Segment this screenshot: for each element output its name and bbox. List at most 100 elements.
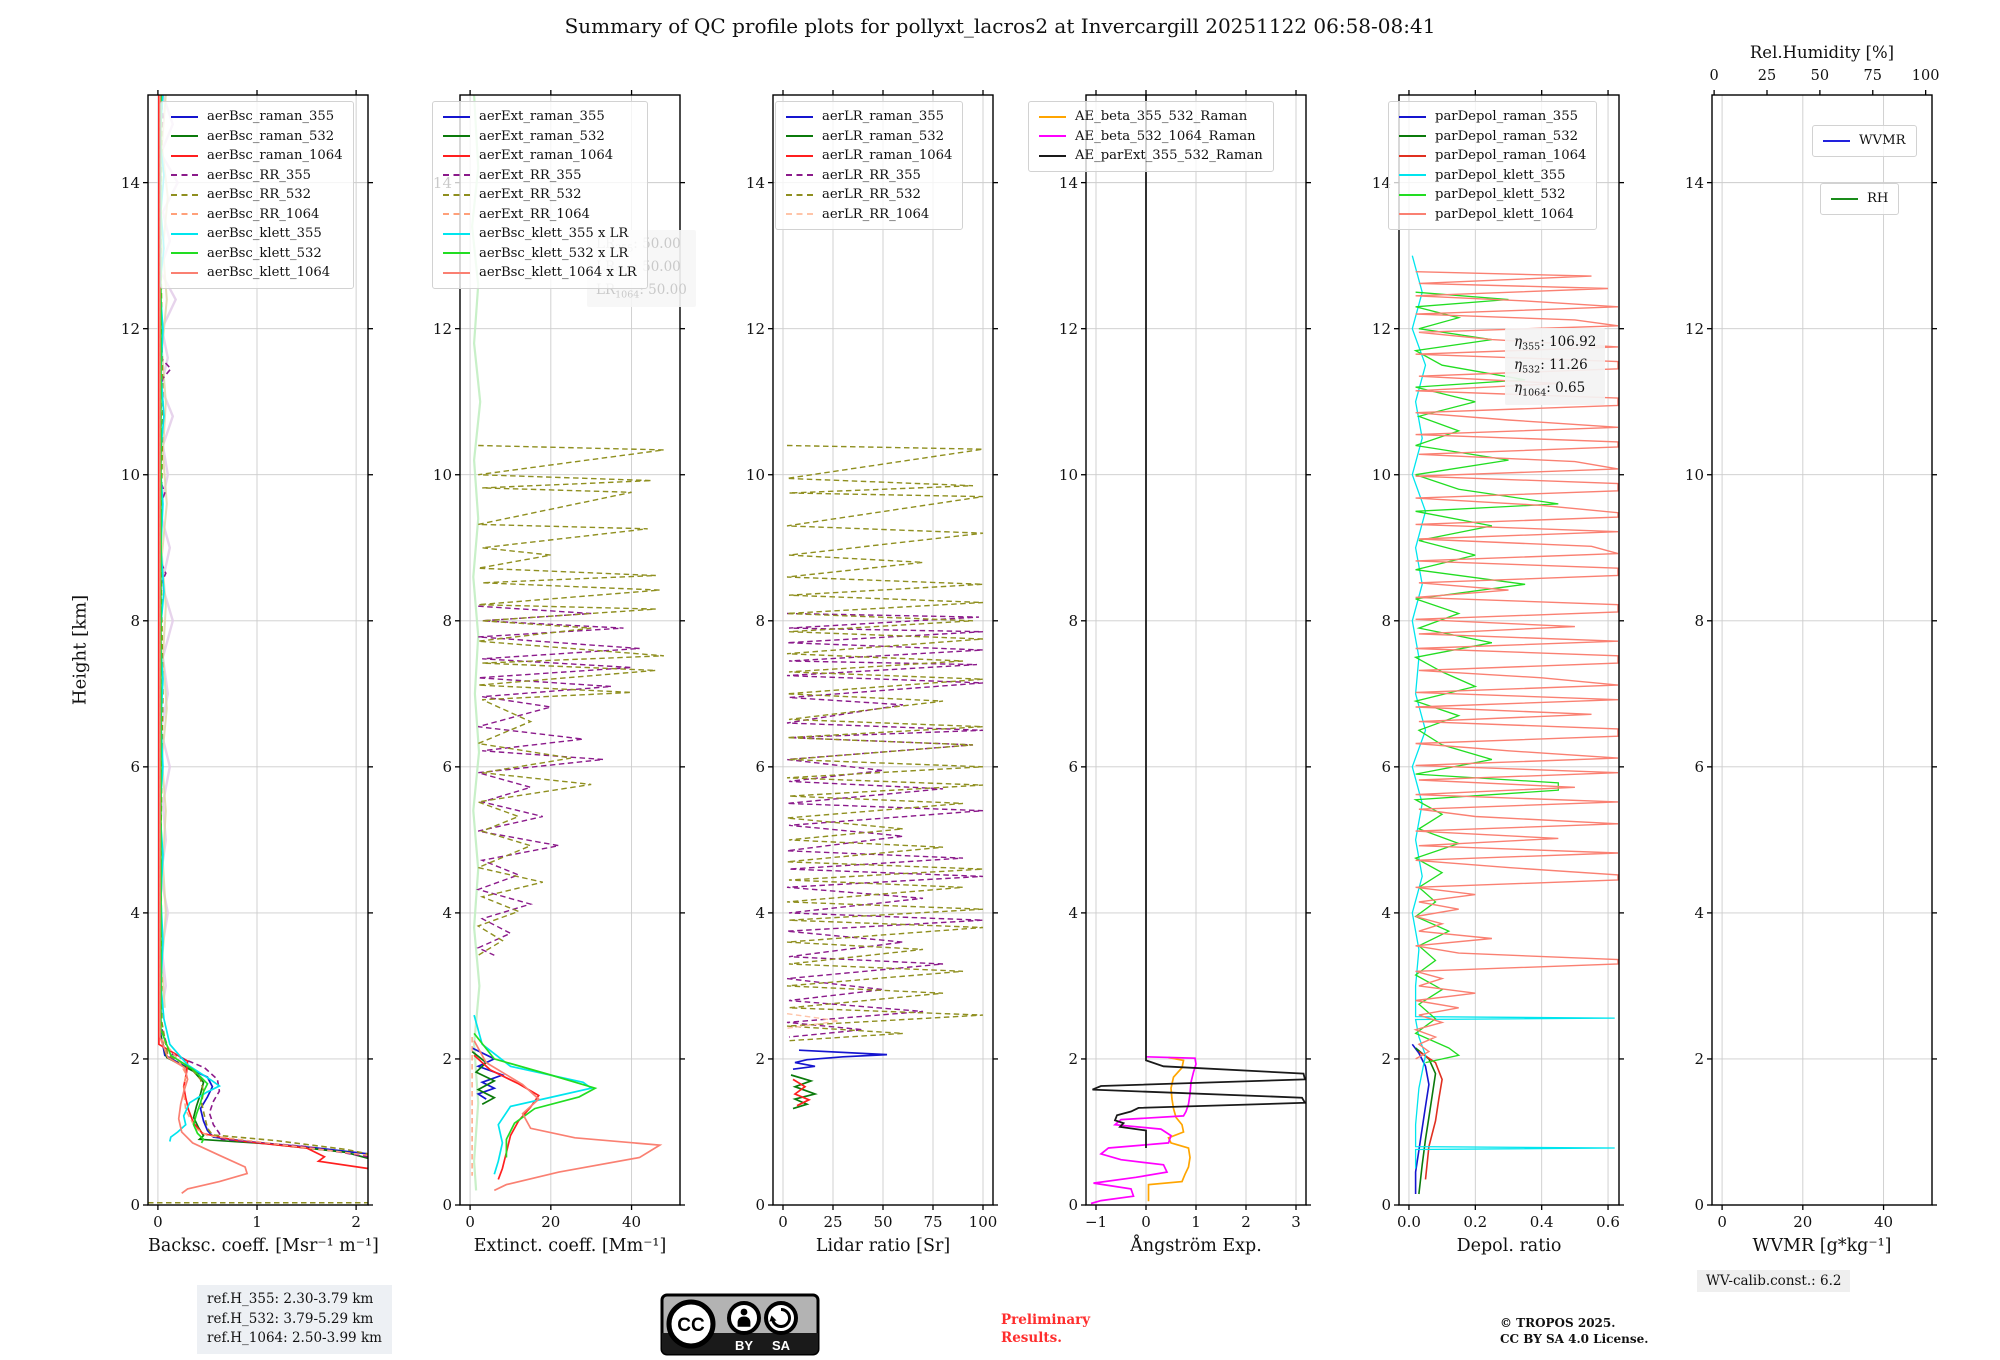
curves-angstrom xyxy=(1090,95,1306,1205)
legend-entry-label: aerExt_raman_1064 xyxy=(479,148,614,164)
x-tick-label: 0 xyxy=(465,1213,475,1231)
ref-height-1064: ref.H_1064: 2.50-3.99 km xyxy=(207,1330,382,1347)
arrow-head xyxy=(769,1315,777,1322)
legend-line-sample xyxy=(443,213,470,216)
y-tick-label: 12 xyxy=(1371,319,1391,338)
reference-heights-box: ref.H_355: 2.30-3.79 km ref.H_532: 3.79-… xyxy=(197,1285,392,1354)
curve-aerExt_raman_1064 xyxy=(473,1054,540,1180)
curve-aerLR_RR_532 xyxy=(786,444,984,1042)
legend-entry: aerBsc_klett_532 xyxy=(171,244,343,264)
gridlines-angstrom xyxy=(1086,95,1306,1205)
legend-entry-label: aerBsc_klett_1064 x LR xyxy=(479,265,637,281)
y-tick-label: 10 xyxy=(1371,465,1391,484)
legend-line-sample xyxy=(786,154,813,157)
legend-entry-label: aerLR_RR_355 xyxy=(822,167,921,183)
legend-entry: parDepol_raman_532 xyxy=(1399,127,1586,147)
panel-wvmr: 0 20 40 WVMR [g*kg⁻¹] 0 2 4 6 8 10 12 14 0 25 50 75 100 R… xyxy=(1685,43,1940,1256)
x-tick-label: 20 xyxy=(1793,1213,1813,1231)
y-tick-label: 14 xyxy=(1058,173,1078,192)
curve-aerLR_RR_355 xyxy=(786,612,984,1038)
legend-entry-label: aerBsc_raman_532 xyxy=(207,128,335,144)
plot-area-angstrom xyxy=(1081,90,1311,1210)
legend-entry: aerBsc_klett_1064 x LR xyxy=(443,263,637,283)
y-tick-label: 14 xyxy=(1684,173,1704,192)
legend-entry-label: parDepol_raman_532 xyxy=(1435,128,1578,144)
y-tick-label: 0 xyxy=(1694,1196,1704,1214)
y-tick-label: 6 xyxy=(755,757,765,776)
y-tick-label: 12 xyxy=(120,319,140,338)
legend-entry: aerLR_RR_532 xyxy=(786,185,952,205)
legend-backscatter: aerBsc_raman_355 aerBsc_raman_532 aerBsc_r… xyxy=(160,101,354,289)
panel-depol: 0.0 0.2 0.4 0.6 Depol. ratio 0 2 4 6 8 10 12 14 η355:… xyxy=(1372,90,1624,1256)
top-x-tick-label: 0 xyxy=(1709,68,1719,84)
wv-calib-const: WV-calib.const.: 6.2 xyxy=(1697,1270,1851,1292)
x-tick-label: 0 xyxy=(1717,1213,1727,1231)
legend-entry: aerBsc_raman_355 xyxy=(171,107,343,127)
legend-entry: aerBsc_raman_1064 xyxy=(171,146,343,166)
y-tick-label: 0 xyxy=(1381,1196,1391,1214)
legend-entry-label: aerLR_raman_532 xyxy=(822,128,945,144)
legend-line-sample xyxy=(1399,193,1426,196)
top-x-tick-label: 25 xyxy=(1757,68,1777,84)
legend-line-sample xyxy=(171,193,198,196)
x-tick-label: 40 xyxy=(622,1213,642,1231)
plot-area-extinction xyxy=(455,90,685,1210)
cc-icon xyxy=(666,1299,716,1349)
y-axis-label: Height [km] xyxy=(69,594,91,706)
legend-entry: aerBsc_RR_1064 xyxy=(171,205,343,225)
legend-entry-label: aerExt_RR_532 xyxy=(479,187,582,203)
top-x-tick-label: 75 xyxy=(1863,68,1882,84)
legend-entry: aerLR_raman_355 xyxy=(786,107,952,127)
y-tick-label: 8 xyxy=(442,611,452,630)
preliminary-line-1: Preliminary xyxy=(1001,1312,1091,1328)
ref-height-355: ref.H_355: 2.30-3.79 km xyxy=(207,1291,374,1307)
x-tick-label: 20 xyxy=(541,1213,561,1231)
curve-aerLR_raman_355 xyxy=(792,1049,888,1071)
legend-line-sample xyxy=(1399,135,1426,138)
top-x-tick-label: 50 xyxy=(1810,68,1830,84)
legend-line-sample xyxy=(786,193,813,196)
x-tick-label: 1 xyxy=(1191,1213,1201,1231)
legend-entry: aerExt_raman_1064 xyxy=(443,146,637,166)
x-axis-label-depol: Depol. ratio xyxy=(1456,1236,1562,1256)
curve-aerExt_RR_355 xyxy=(475,605,640,956)
y-tick-label: 2 xyxy=(442,1049,452,1068)
curve-aerBsc_klett_532 x LR xyxy=(473,1032,598,1158)
legend-angstrom: AE_beta_355_532_Raman AE_beta_532_1064_Ra… xyxy=(1028,101,1274,172)
legend-line-sample xyxy=(786,174,813,177)
legend-line-sample xyxy=(443,271,470,274)
tick-marks xyxy=(768,90,998,1210)
legend-line-sample xyxy=(786,135,813,138)
legend-entry-label: aerExt_raman_532 xyxy=(479,128,605,144)
y-tick-label: 14 xyxy=(120,173,140,192)
x-axis-label-angstrom: Ångström Exp. xyxy=(1130,1236,1262,1256)
plot-area-wvmr xyxy=(1707,90,1937,1210)
y-tick-label: 8 xyxy=(130,611,140,630)
y-tick-label: 4 xyxy=(1068,903,1078,922)
legend-line-sample xyxy=(171,232,198,235)
legend-line-sample xyxy=(171,115,198,118)
legend-line-sample xyxy=(1399,154,1426,157)
plot-area-lidar-ratio xyxy=(768,90,998,1210)
legend-entry-label: aerBsc_klett_1064 xyxy=(207,265,331,281)
legend-entry: aerBsc_RR_355 xyxy=(171,166,343,186)
tick-marks xyxy=(1707,90,1937,1210)
x-tick-label: 100 xyxy=(968,1213,998,1231)
curve-parDepol_raman_355 xyxy=(1411,1043,1430,1194)
curve-aerExt_raman_355 xyxy=(471,1047,505,1100)
x-tick-label: 0.6 xyxy=(1596,1213,1620,1231)
y-tick-label: 12 xyxy=(1058,319,1078,338)
top-x-axis-label: Rel.Humidity [%] xyxy=(1749,43,1895,62)
legend-line-sample xyxy=(171,154,198,157)
legend-extinction: aerExt_raman_355 aerExt_raman_532 aerExt_r… xyxy=(432,101,648,289)
legend-WVMR: WVMR xyxy=(1812,125,1917,157)
y-tick-label: 8 xyxy=(1068,611,1078,630)
legend-line-sample xyxy=(443,193,470,196)
x-tick-label: 0.2 xyxy=(1463,1213,1488,1231)
legend-line-sample xyxy=(171,213,198,216)
legend-line-sample xyxy=(171,271,198,274)
legend-entry-label: aerBsc_klett_532 xyxy=(207,245,322,261)
curves-lidar-ratio xyxy=(786,444,984,1110)
legend-entry-label: aerExt_RR_355 xyxy=(479,167,582,183)
